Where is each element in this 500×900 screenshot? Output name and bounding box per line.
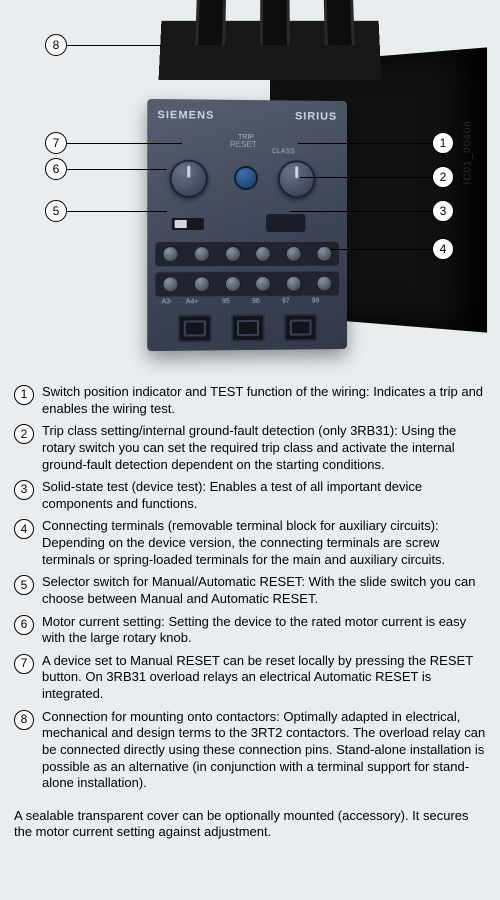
legend-item-4: 4 Connecting terminals (removable termina… <box>14 518 486 568</box>
terminal-screw <box>163 276 179 292</box>
terminal-screw <box>225 276 241 292</box>
callout-bubble-2: 2 <box>432 166 454 188</box>
legend-item-2: 2 Trip class setting/internal ground-faul… <box>14 423 486 473</box>
terminal-screw <box>194 276 210 292</box>
device-top-block <box>159 21 382 80</box>
lug-label: 4/T2 <box>236 353 250 360</box>
term-label: A3- <box>161 298 172 305</box>
callout-bubble-4: 4 <box>432 238 454 260</box>
terminal-screw <box>194 246 210 262</box>
callout-bubble-8: 8 <box>45 34 67 56</box>
legend-item-6: 6 Motor current setting: Setting the devi… <box>14 614 486 647</box>
term-label: 97 <box>282 298 290 305</box>
term-label: 96 <box>252 298 260 305</box>
main-lug <box>284 313 318 341</box>
terminal-screw <box>255 276 271 292</box>
footer-note: A sealable transparent cover can be opti… <box>0 808 500 851</box>
mounting-pin <box>195 0 226 45</box>
terminal-screw <box>316 276 332 292</box>
callout-bubble-5: 5 <box>45 200 67 222</box>
term-label: A4+ <box>186 298 199 305</box>
mounting-pin <box>324 0 355 45</box>
reset-mode-slide-switch <box>172 218 204 230</box>
main-lug <box>231 314 265 342</box>
legend-item-1: 1 Switch position indicator and TEST func… <box>14 384 486 417</box>
terminal-screw <box>163 246 179 262</box>
test-pad <box>266 214 306 232</box>
callout-leader <box>67 169 167 170</box>
terminal-row-lower <box>155 272 339 297</box>
term-label: 98 <box>312 298 320 305</box>
callout-bubble-6: 6 <box>45 158 67 180</box>
callout-leader <box>67 45 162 46</box>
terminal-screw <box>225 246 241 262</box>
terminal-row-upper <box>155 242 339 266</box>
device-illustration: SIEMENS SIRIUS TRIP RESET CLASS <box>140 20 400 360</box>
legend-text: Motor current setting: Setting the devic… <box>42 614 486 647</box>
legend-item-8: 8 Connection for mounting onto contactors… <box>14 709 486 792</box>
legend-list: 1 Switch position indicator and TEST func… <box>0 380 500 808</box>
reset-button <box>234 166 258 190</box>
legend-item-5: 5 Selector switch for Manual/Automatic RE… <box>14 574 486 607</box>
brand-left: SIEMENS <box>157 109 214 130</box>
main-lug <box>177 314 211 342</box>
legend-number: 3 <box>14 480 34 500</box>
reset-label: RESET <box>230 140 257 149</box>
terminal-screw <box>255 246 271 262</box>
legend-item-3: 3 Solid-state test (device test): Enables… <box>14 479 486 512</box>
callout-leader <box>300 177 432 178</box>
legend-text: A device set to Manual RESET can be rese… <box>42 653 486 703</box>
callout-bubble-3: 3 <box>432 200 454 222</box>
callout-bubble-7: 7 <box>45 132 67 154</box>
legend-text: Solid-state test (device test): Enables … <box>42 479 486 512</box>
motor-current-knob <box>170 160 208 198</box>
mounting-pin <box>260 0 290 45</box>
bottom-lugs <box>168 313 328 344</box>
callout-leader <box>290 211 432 212</box>
legend-number: 2 <box>14 424 34 444</box>
callout-leader <box>67 211 167 212</box>
diagram-area: SIEMENS SIRIUS TRIP RESET CLASS <box>0 0 500 380</box>
lug-label: 2/T1 <box>178 354 192 361</box>
callout-leader <box>67 143 182 144</box>
legend-number: 8 <box>14 710 34 730</box>
brand-right: SIRIUS <box>295 110 337 130</box>
legend-number: 6 <box>14 615 34 635</box>
callout-leader <box>298 143 432 144</box>
term-label: 95 <box>222 298 230 305</box>
image-code: IC01_00406 <box>462 120 473 185</box>
class-label: CLASS <box>272 148 295 155</box>
legend-number: 4 <box>14 519 34 539</box>
legend-text: Trip class setting/internal ground-fault… <box>42 423 486 473</box>
callout-leader <box>330 249 432 250</box>
trip-class-knob <box>278 160 316 198</box>
legend-text: Connection for mounting onto contactors:… <box>42 709 486 792</box>
legend-number: 7 <box>14 654 34 674</box>
legend-text: Switch position indicator and TEST funct… <box>42 384 486 417</box>
device-front-face: SIEMENS SIRIUS TRIP RESET CLASS <box>147 99 347 351</box>
lug-label: 6/T3 <box>294 352 308 359</box>
legend-item-7: 7 A device set to Manual RESET can be res… <box>14 653 486 703</box>
legend-number: 1 <box>14 385 34 405</box>
terminal-screw <box>286 276 302 292</box>
callout-bubble-1: 1 <box>432 132 454 154</box>
legend-text: Connecting terminals (removable terminal… <box>42 518 486 568</box>
legend-text: Selector switch for Manual/Automatic RES… <box>42 574 486 607</box>
legend-number: 5 <box>14 575 34 595</box>
terminal-screw <box>286 246 302 262</box>
